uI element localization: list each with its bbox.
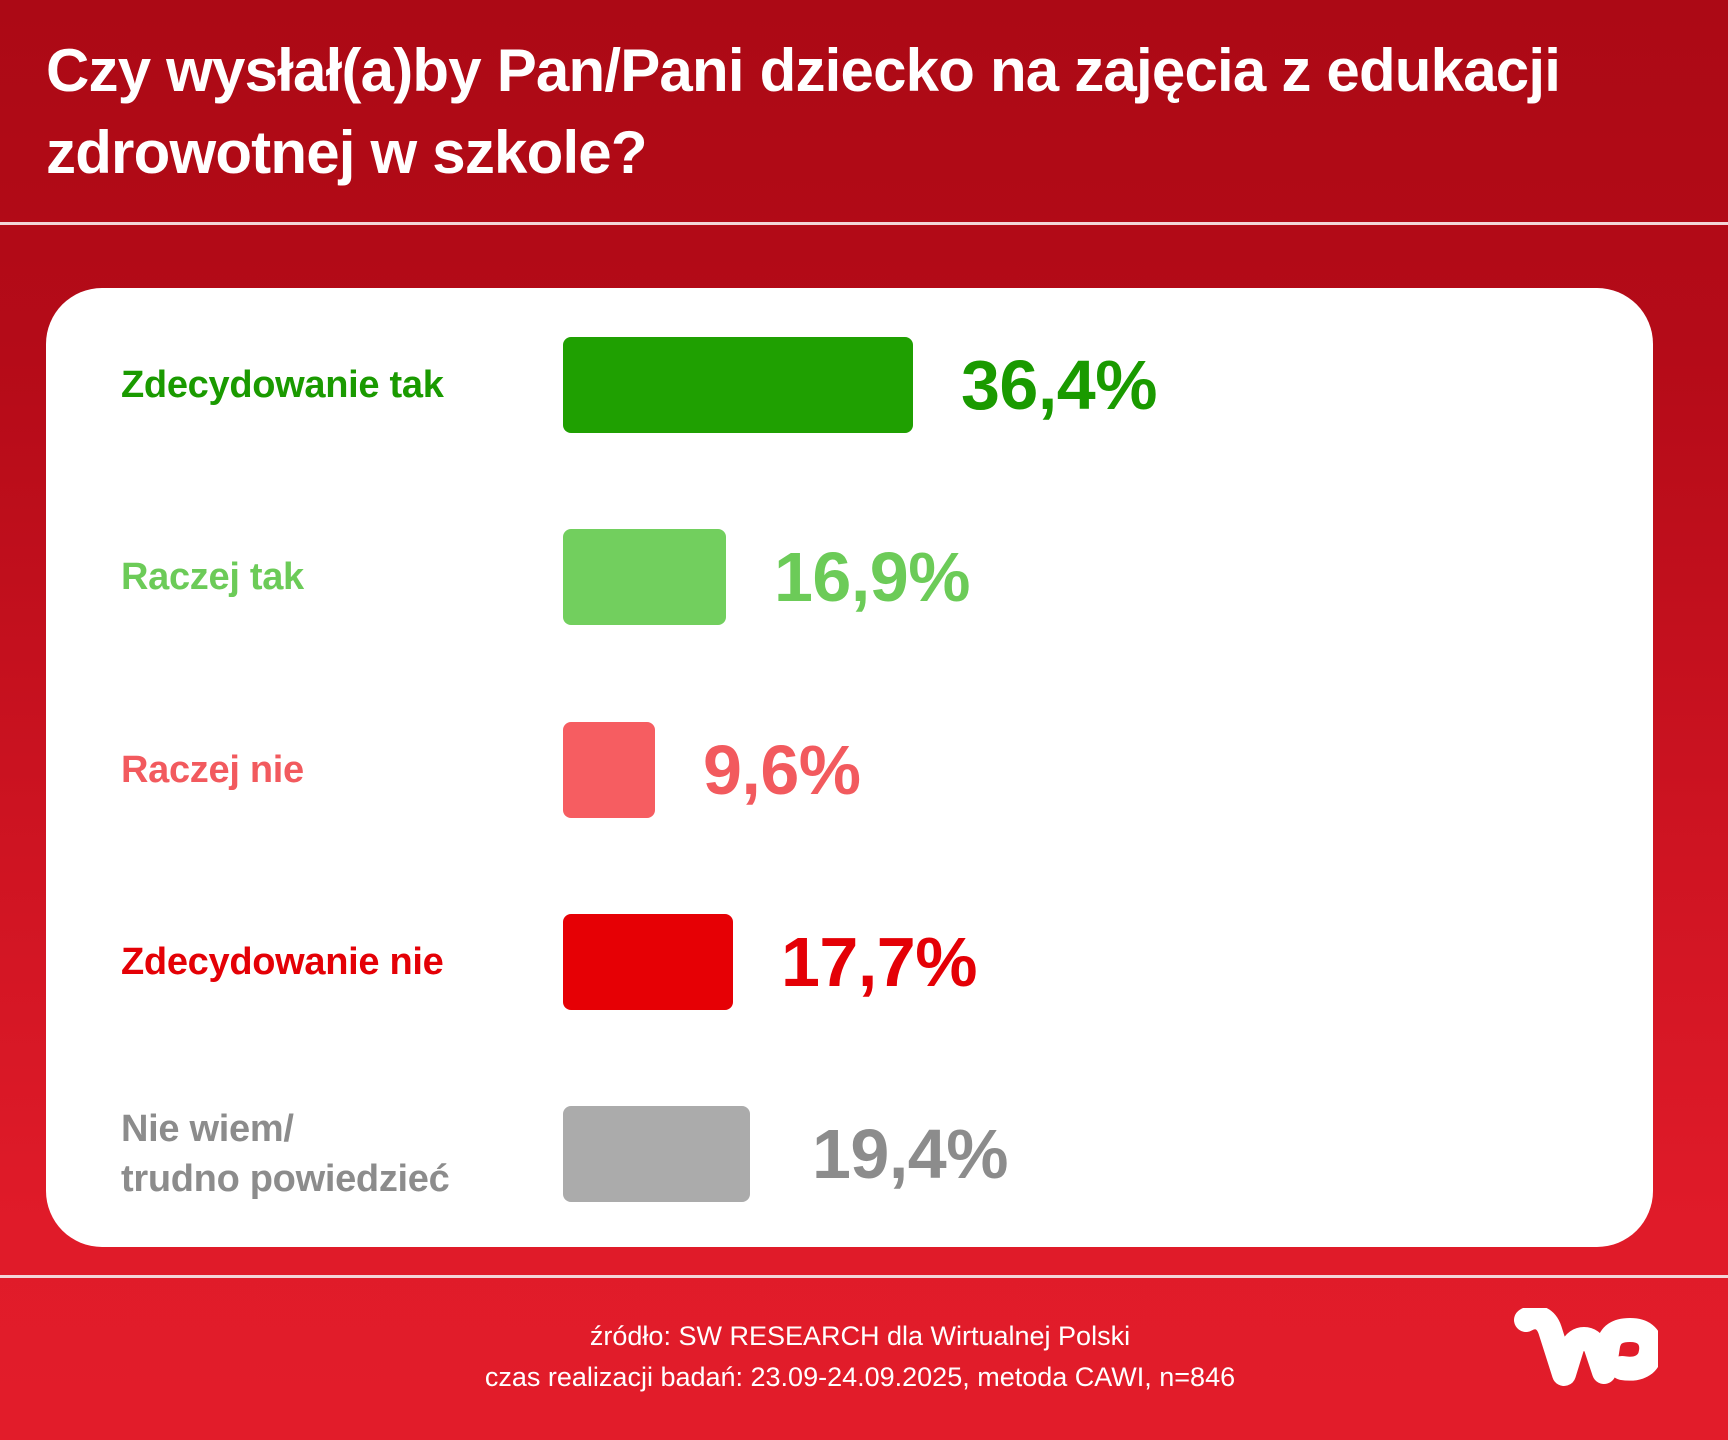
bar-row-raczej-tak: Raczej tak 16,9% <box>46 529 1653 625</box>
methodology-text: czas realizacji badań: 23.09-24.09.2025,… <box>484 1362 1236 1392</box>
row-label-line-2: trudno powiedzieć <box>121 1158 450 1200</box>
row-label: Raczej nie <box>121 749 304 791</box>
bar-row-zdecydowanie-tak: Zdecydowanie tak 36,4% <box>46 337 1653 433</box>
chart-title: Czy wysłał(a)by Pan/Pani dziecko na zaję… <box>46 30 1706 194</box>
wp-logo-icon <box>1514 1308 1658 1386</box>
source-text: źródło: SW RESEARCH dla Wirtualnej Polsk… <box>589 1321 1131 1351</box>
value-label: 17,7% <box>781 923 977 1001</box>
row-label: Zdecydowanie tak <box>121 364 444 406</box>
bar <box>563 1106 750 1202</box>
bar-row-nie-wiem: Nie wiem/ trudno powiedzieć 19,4% <box>46 1106 1653 1202</box>
bar-row-zdecydowanie-nie: Zdecydowanie nie 17,7% <box>46 914 1653 1010</box>
header-divider <box>0 222 1728 225</box>
row-label: Zdecydowanie nie <box>121 941 444 983</box>
title-line-1: Czy wysłał(a)by Pan/Pani dziecko na zaję… <box>46 37 1561 104</box>
row-label: Raczej tak <box>121 556 304 598</box>
bar-row-raczej-nie: Raczej nie 9,6% <box>46 722 1653 818</box>
footer: źródło: SW RESEARCH dla Wirtualnej Polsk… <box>0 1316 1720 1398</box>
bar <box>563 914 733 1010</box>
row-label-line-1: Nie wiem/ <box>121 1108 294 1150</box>
row-label: Nie wiem/ trudno powiedzieć <box>121 1106 450 1202</box>
footer-divider <box>0 1275 1728 1278</box>
bar <box>563 722 655 818</box>
bar <box>563 529 726 625</box>
value-label: 16,9% <box>774 538 970 616</box>
value-label: 36,4% <box>961 346 1157 424</box>
value-label: 19,4% <box>812 1115 1008 1193</box>
title-line-2: zdrowotnej w szkole? <box>46 119 648 186</box>
bar <box>563 337 913 433</box>
chart-card: Zdecydowanie tak 36,4% Raczej tak 16,9% … <box>46 288 1653 1247</box>
value-label: 9,6% <box>703 731 861 809</box>
